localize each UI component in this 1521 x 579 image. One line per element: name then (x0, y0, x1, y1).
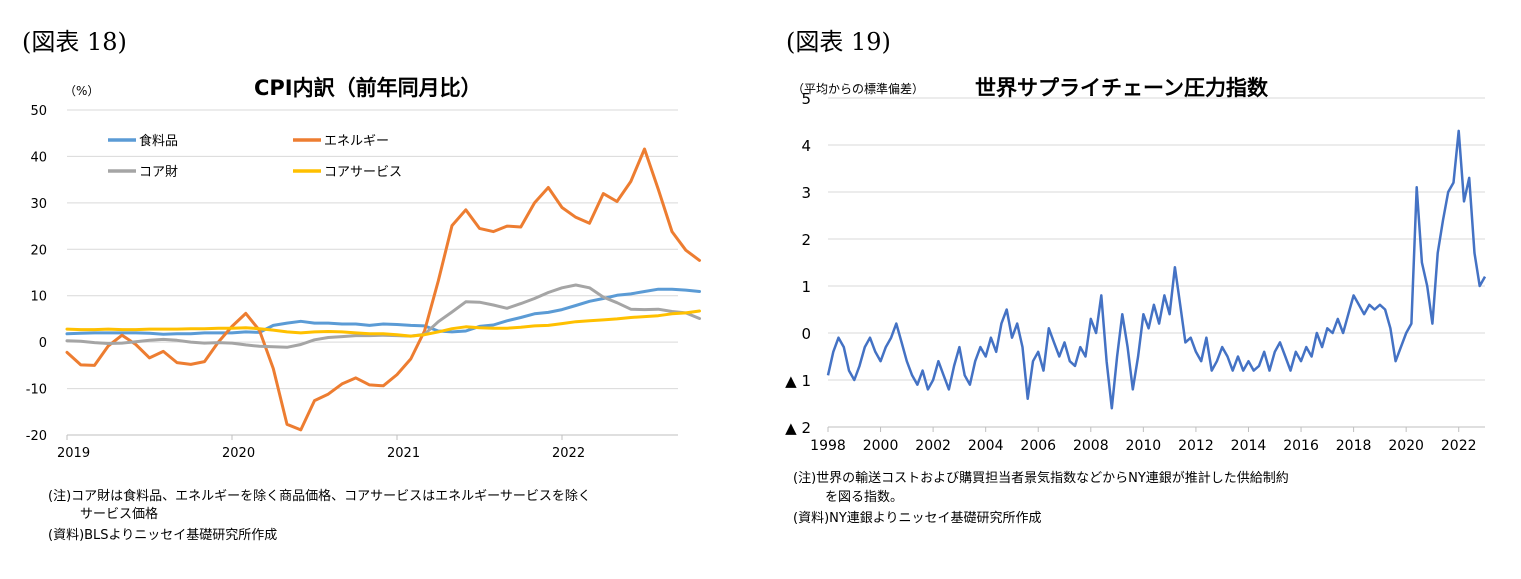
x-tick-label: 2022 (1441, 438, 1477, 454)
x-tick-label: 2004 (968, 438, 1004, 454)
y-tick-label: 4 (801, 137, 811, 155)
series-line (826, 129, 1487, 410)
y-tick-label: 2 (801, 231, 811, 249)
x-tick-label: 2021 (387, 446, 420, 461)
note-left: (注)コア財は食料品、エネルギーを除く商品価格、コアサービスはエネルギーサービス… (48, 489, 591, 504)
source-right: (資料)NY連銀よりニッセイ基礎研究所作成 (793, 511, 1042, 526)
figure-label-left: (図表 18) (22, 28, 127, 56)
x-tick-label: 2006 (1020, 438, 1056, 454)
x-tick-label: 2014 (1231, 438, 1267, 454)
x-tick-label: 2012 (1178, 438, 1214, 454)
y-tick-label: -10 (26, 383, 47, 398)
y-tick-label: 50 (30, 104, 47, 119)
y-tick-label: 1 (801, 278, 811, 296)
x-tick-label: 2002 (915, 438, 951, 454)
y-tick-label: 20 (30, 243, 47, 258)
chart-title-right: 世界サプライチェーン圧力指数 (975, 76, 1268, 100)
x-tick-label: 2019 (57, 446, 90, 461)
series-line (65, 147, 701, 432)
note-right: (注)世界の輸送コストおよび購買担当者景気指数などからNY連銀が推計した供給制約 (793, 471, 1289, 486)
y-unit-left: （%） (64, 84, 100, 98)
x-tick-label: 2020 (222, 446, 255, 461)
note-left-continued: サービス価格 (80, 507, 159, 522)
y-unit-right: （平均からの標準偏差） (792, 82, 925, 96)
legend-label: 食料品 (139, 133, 178, 149)
chart-title-left: CPI内訳（前年同月比） (254, 76, 482, 100)
y-tick-label: 0 (39, 336, 47, 351)
x-tick-label: 2016 (1283, 438, 1319, 454)
y-tick-label: 10 (30, 290, 47, 305)
x-tick-label: 2000 (863, 438, 899, 454)
series-line (65, 309, 701, 338)
x-tick-label: 2020 (1388, 438, 1424, 454)
x-tick-label: 2008 (1073, 438, 1109, 454)
cpi-breakdown-chart: 50 40 30 20 10 0 -10 -20 2019 2020 2021 2022 食料品 エネルギ… (26, 104, 701, 461)
y-tick-label: 5 (801, 90, 811, 108)
figure-label-right: (図表 19) (786, 28, 891, 56)
y-tick-label: ▲ 2 (785, 419, 811, 437)
y-tick-label: 30 (30, 197, 47, 212)
note-right-continued: を図る指数。 (825, 490, 904, 505)
legend-label: コアサービス (324, 165, 402, 180)
series-line (65, 287, 701, 336)
source-left: (資料)BLSよりニッセイ基礎研究所作成 (48, 528, 278, 543)
x-tick-label: 2022 (552, 446, 585, 461)
y-tick-label: 40 (30, 150, 47, 165)
x-tick-label: 2018 (1336, 438, 1372, 454)
legend-label: コア財 (139, 165, 178, 180)
legend-label: エネルギー (324, 134, 389, 149)
y-tick-label: -20 (26, 429, 47, 444)
x-tick-label: 2010 (1126, 438, 1162, 454)
y-tick-label: 0 (801, 325, 811, 343)
x-tick-label: 1998 (810, 438, 846, 454)
y-tick-label: ▲ 1 (785, 372, 811, 390)
y-tick-label: 3 (801, 184, 811, 202)
